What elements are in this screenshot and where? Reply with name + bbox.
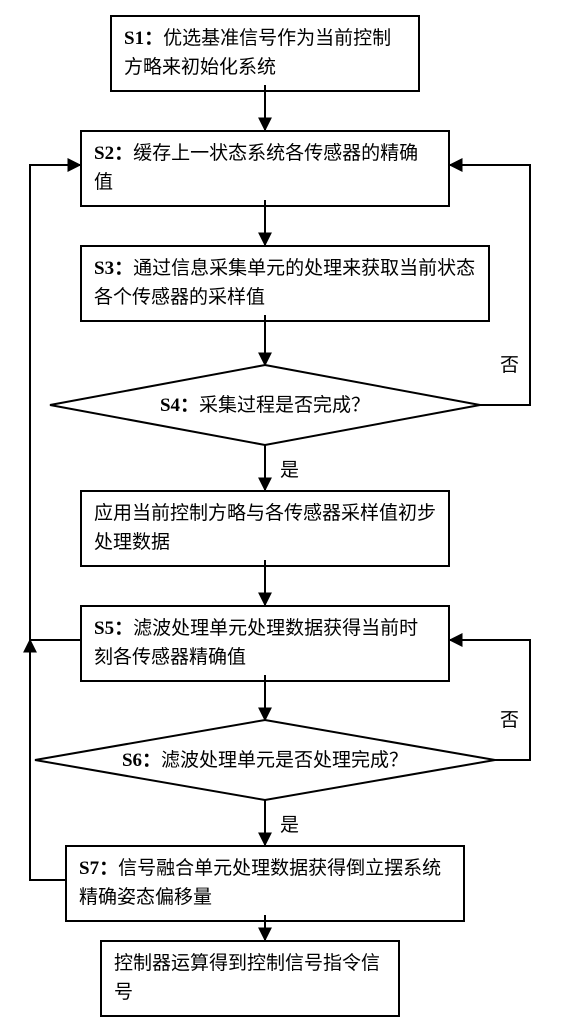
node-end: 控制器运算得到控制信号指令信号 <box>100 940 400 1017</box>
node-s7: S7：信号融合单元处理数据获得倒立摆系统精确姿态偏移量 <box>65 845 465 922</box>
label-text: 缓存上一状态系统各传感器的精确值 <box>94 143 418 193</box>
label-bold: S2： <box>94 143 133 164</box>
label-bold: S7： <box>79 858 118 879</box>
node-s5: S5：滤波处理单元处理数据获得当前时刻各传感器精确值 <box>80 605 450 682</box>
label-text: 优选基准信号作为当前控制方略来初始化系统 <box>124 28 391 78</box>
edge-label-s6-yes: 是 <box>280 810 299 837</box>
label-bold: S1： <box>124 28 163 49</box>
edge-label-s4-no: 否 <box>500 350 519 377</box>
svg-text:S4：采集过程是否完成？: S4：采集过程是否完成？ <box>160 394 370 416</box>
node-s1: S1：优选基准信号作为当前控制方略来初始化系统 <box>110 15 420 92</box>
node-mid: 应用当前控制方略与各传感器采样值初步处理数据 <box>80 490 450 567</box>
label-text: 控制器运算得到控制信号指令信号 <box>114 953 380 1003</box>
label-text: 通过信息采集单元的处理来获取当前状态各个传感器的采样值 <box>94 258 475 308</box>
edge-label-s6-no: 否 <box>500 705 519 732</box>
node-s2: S2：缓存上一状态系统各传感器的精确值 <box>80 130 450 207</box>
label-text: 应用当前控制方略与各传感器采样值初步处理数据 <box>94 503 436 553</box>
label-text: 滤波处理单元处理数据获得当前时刻各传感器精确值 <box>94 618 418 668</box>
label-text: 信号融合单元处理数据获得倒立摆系统精确姿态偏移量 <box>79 858 441 908</box>
label-bold: S3： <box>94 258 133 279</box>
edge-label-s4-yes: 是 <box>280 455 299 482</box>
svg-text:S6：滤波处理单元是否处理完成？: S6：滤波处理单元是否处理完成？ <box>122 749 408 771</box>
label-bold: S5： <box>94 618 133 639</box>
node-s3: S3：通过信息采集单元的处理来获取当前状态各个传感器的采样值 <box>80 245 490 322</box>
